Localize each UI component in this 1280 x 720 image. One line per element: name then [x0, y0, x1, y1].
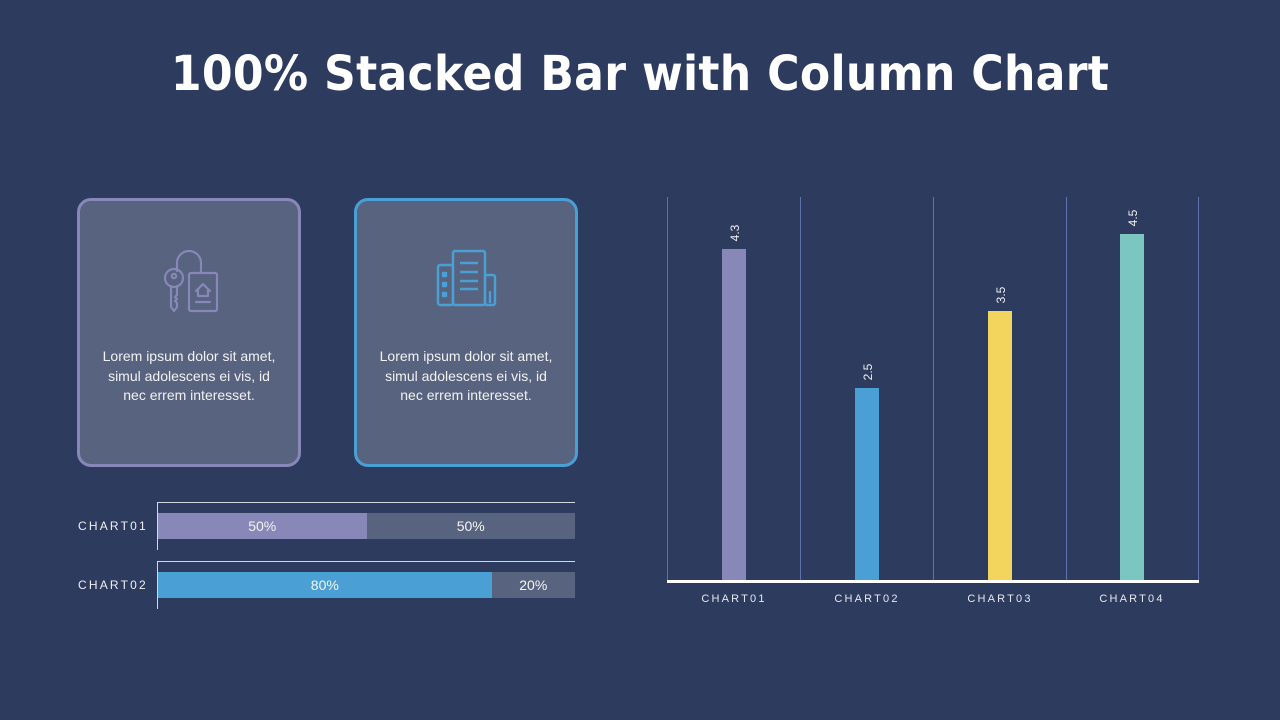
column-bar-chart01 — [722, 249, 746, 580]
column-category-label: CHART02 — [834, 593, 900, 605]
column-axis-baseline — [667, 580, 1199, 583]
bar-axis-left — [157, 561, 158, 609]
column-chart: 4.3 2.5 3.5 4.5 CHART01 CHART02 CHART03 … — [667, 197, 1199, 605]
gridline — [1198, 197, 1199, 581]
gridline — [667, 197, 668, 581]
card-text: Lorem ipsum dolor sit amet, simul adoles… — [102, 348, 276, 403]
gridline — [800, 197, 801, 581]
page-title: 100% Stacked Bar with Column Chart — [170, 46, 1110, 102]
bar-segment-primary: 50% — [158, 513, 367, 539]
bar-category-label: CHART02 — [78, 578, 148, 592]
column-category-label: CHART04 — [1099, 593, 1165, 605]
column-value-label: 4.3 — [728, 224, 742, 242]
bar-axis-left — [157, 502, 158, 550]
bar-segment-remainder: 20% — [491, 572, 575, 598]
bar-axis-top — [157, 502, 575, 503]
stacked-bar: 80% 20% — [158, 572, 575, 598]
column-bar-chart03 — [988, 311, 1012, 580]
bar-category-label: CHART01 — [78, 519, 148, 533]
bar-segment-remainder: 50% — [366, 513, 575, 539]
gridline — [1066, 197, 1067, 581]
column-bar-chart02 — [855, 388, 879, 580]
column-value-label: 2.5 — [861, 363, 875, 381]
key-tag-house-icon — [163, 249, 219, 313]
column-bar-chart04 — [1120, 234, 1144, 580]
column-value-label: 4.5 — [1126, 209, 1140, 227]
column-value-label: 3.5 — [994, 286, 1008, 304]
card-text: Lorem ipsum dolor sit amet, simul adoles… — [379, 348, 553, 403]
column-category-label: CHART03 — [967, 593, 1033, 605]
stacked-bar-row-1: CHART01 50% 50% — [78, 502, 578, 550]
info-card-1: Lorem ipsum dolor sit amet, simul adoles… — [77, 198, 301, 467]
stacked-bar: 50% 50% — [158, 513, 575, 539]
gridline — [933, 197, 934, 581]
stacked-bar-row-2: CHART02 80% 20% — [78, 561, 578, 609]
info-card-2: Lorem ipsum dolor sit amet, simul adoles… — [354, 198, 578, 467]
bar-segment-primary: 80% — [158, 572, 492, 598]
column-category-label: CHART01 — [701, 593, 767, 605]
office-buildings-icon — [436, 249, 497, 307]
bar-axis-top — [157, 561, 575, 562]
